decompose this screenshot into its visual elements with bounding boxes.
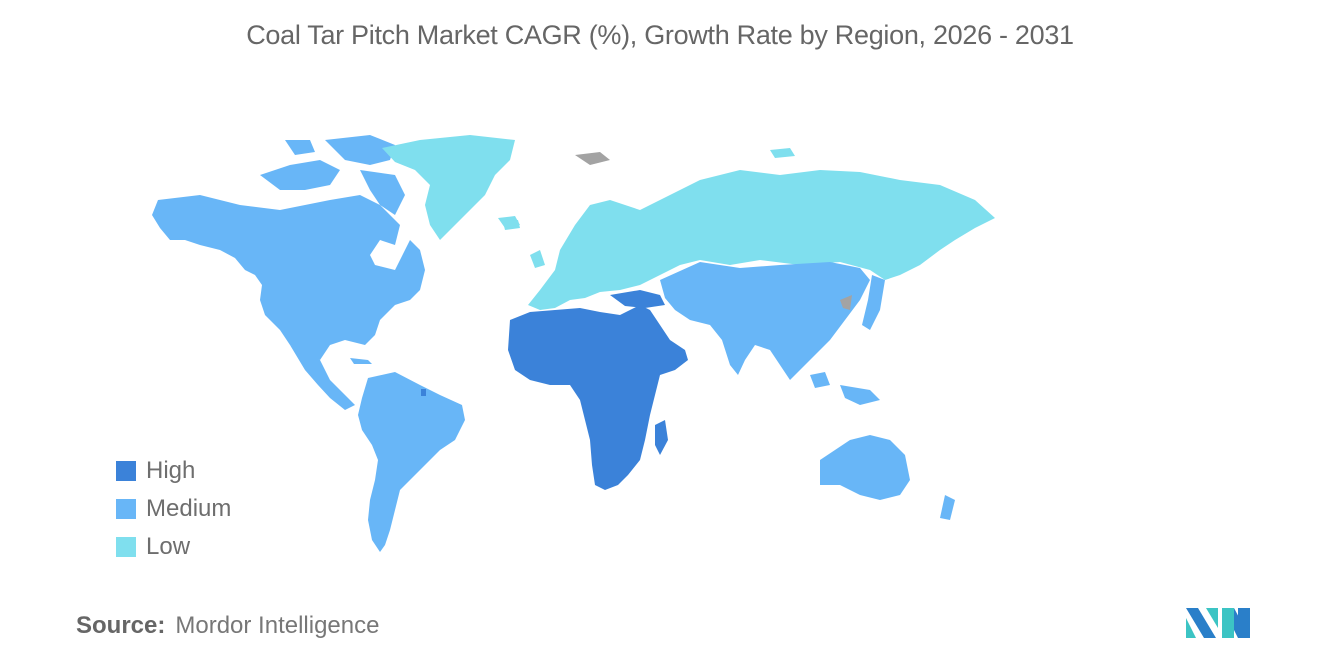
legend-swatch-medium: [116, 499, 136, 519]
legend-label-low: Low: [146, 533, 191, 560]
region-asia-pacific: [660, 262, 955, 520]
legend-item-low: Low: [116, 528, 231, 566]
legend-item-medium: Medium: [116, 490, 231, 528]
legend-label-high: High: [146, 457, 196, 484]
mordor-intelligence-logo-icon: [1186, 608, 1250, 638]
region-europe-russia: [503, 148, 995, 310]
region-middle-east-africa: [508, 290, 688, 490]
legend-label-medium: Medium: [146, 495, 232, 522]
legend-swatch-high: [116, 461, 136, 481]
legend-swatch-low: [116, 537, 136, 557]
french-guiana: [421, 389, 426, 396]
chart-title: Coal Tar Pitch Market CAGR (%), Growth R…: [246, 20, 1074, 50]
region-greenland: [382, 135, 520, 240]
source-label: Source:: [76, 612, 166, 639]
region-south-america: [358, 372, 465, 552]
source-attribution: Source: Mordor Intelligence: [76, 612, 379, 640]
legend: High Medium Low: [116, 452, 231, 566]
source-value: Mordor Intelligence: [175, 612, 380, 639]
legend-item-high: High: [116, 452, 231, 490]
no-data-areas: [575, 152, 852, 310]
region-north-america: [152, 135, 425, 410]
